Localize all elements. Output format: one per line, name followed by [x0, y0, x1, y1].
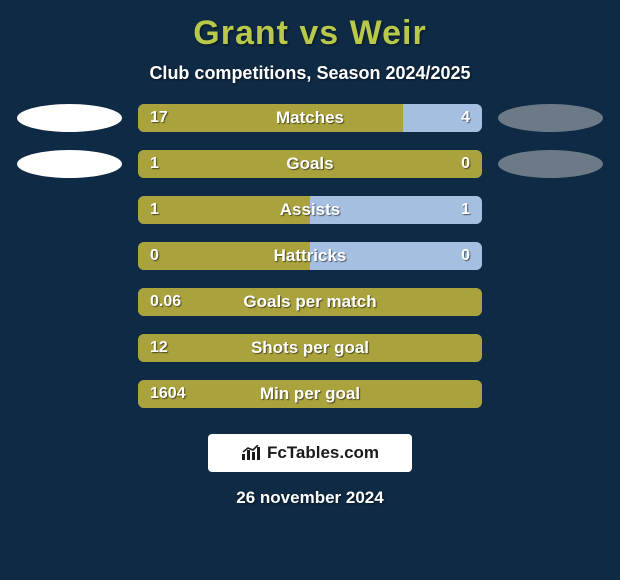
stat-row: 0.06 Goals per match: [0, 288, 620, 316]
attribution-badge: FcTables.com: [208, 434, 412, 472]
stats-list: 17 Matches 4 1 Goals 0 1 Assists 1 0 Hattricks 0 0.0…: [0, 104, 620, 408]
stat-value-left: 0: [150, 247, 159, 265]
stat-value-right: 1: [461, 201, 470, 219]
stat-label: Matches: [276, 108, 344, 128]
stat-bar: 17 Matches 4: [138, 104, 482, 132]
team-badge-right: [498, 150, 603, 178]
chart-icon: [241, 445, 261, 461]
stat-row: 12 Shots per goal: [0, 334, 620, 362]
attribution-text: FcTables.com: [267, 443, 379, 463]
stat-bar: 1 Assists 1: [138, 196, 482, 224]
stat-label: Hattricks: [274, 246, 347, 266]
page-title: Grant vs Weir: [193, 14, 426, 53]
stat-bar: 1 Goals 0: [138, 150, 482, 178]
page-subtitle: Club competitions, Season 2024/2025: [149, 63, 470, 84]
stat-row: 1 Assists 1: [0, 196, 620, 224]
stat-value-left: 17: [150, 109, 168, 127]
stat-label: Min per goal: [260, 384, 360, 404]
stat-bar: 0.06 Goals per match: [138, 288, 482, 316]
stat-value-right: 4: [461, 109, 470, 127]
comparison-card: Grant vs Weir Club competitions, Season …: [0, 0, 620, 580]
stat-value-left: 0.06: [150, 293, 181, 311]
stat-bar-fill-left: [138, 104, 403, 132]
stat-value-left: 1604: [150, 385, 186, 403]
stat-bar: 12 Shots per goal: [138, 334, 482, 362]
stat-value-left: 1: [150, 155, 159, 173]
stat-value-right: 0: [461, 247, 470, 265]
stat-value-right: 0: [461, 155, 470, 173]
stat-row: 0 Hattricks 0: [0, 242, 620, 270]
stat-bar-fill-right: [403, 104, 482, 132]
team-badge-left: [17, 150, 122, 178]
stat-label: Goals per match: [243, 292, 376, 312]
stat-bar: 0 Hattricks 0: [138, 242, 482, 270]
stat-label: Goals: [286, 154, 333, 174]
footer-date: 26 november 2024: [236, 488, 383, 508]
stat-row: 1604 Min per goal: [0, 380, 620, 408]
team-badge-right: [498, 104, 603, 132]
stat-label: Assists: [280, 200, 340, 220]
stat-value-left: 1: [150, 201, 159, 219]
stat-bar: 1604 Min per goal: [138, 380, 482, 408]
stat-row: 17 Matches 4: [0, 104, 620, 132]
stat-row: 1 Goals 0: [0, 150, 620, 178]
stat-label: Shots per goal: [251, 338, 369, 358]
team-badge-left: [17, 104, 122, 132]
stat-value-left: 12: [150, 339, 168, 357]
